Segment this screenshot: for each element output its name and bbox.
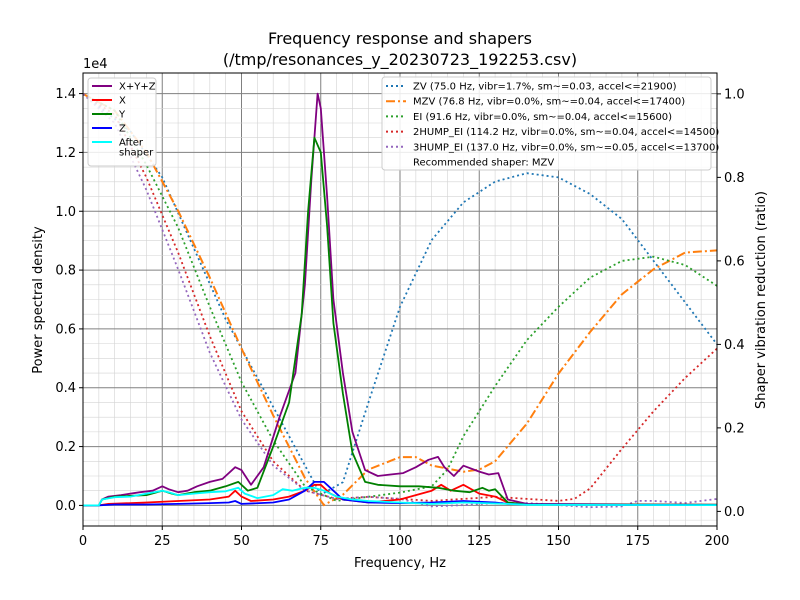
- y2-axis-label: Shaper vibration reduction (ratio): [754, 191, 769, 409]
- x-tick-label: 100: [388, 534, 413, 549]
- x-axis-label: Frequency, Hz: [354, 556, 446, 571]
- legend-psd-label: After: [119, 138, 144, 149]
- legend-psd-label: Y: [118, 110, 126, 121]
- legend-psd-label: X+Y+Z: [119, 82, 156, 93]
- legend-psd-label: Z: [119, 124, 126, 135]
- psd-line-1: [83, 483, 718, 507]
- y2-tick-label: 0.0: [724, 505, 745, 520]
- x-tick-label: 125: [467, 534, 492, 549]
- y-offset-label: 1e4: [83, 57, 108, 72]
- x-tick-label: 75: [312, 534, 329, 549]
- y-tick-label: 0.0: [55, 499, 76, 514]
- y-tick-label: 0.6: [55, 322, 76, 337]
- legend-shaper-label: MZV (76.8 Hz, vibr=0.0%, sm~=0.04, accel…: [413, 97, 685, 108]
- y-tick-label: 1.4: [55, 87, 76, 102]
- y2-tick-label: 0.2: [724, 421, 745, 436]
- y2-tick-label: 0.8: [724, 171, 745, 186]
- legend-shaper-label: ZV (75.0 Hz, vibr=1.7%, sm~=0.03, accel<…: [413, 82, 677, 93]
- y2-tick-label: 1.0: [724, 87, 745, 102]
- legend-shaper-label: EI (91.6 Hz, vibr=0.0%, sm~=0.04, accel<…: [413, 112, 672, 123]
- shaper-line-1: [82, 93, 718, 507]
- legend-shaper-label: 3HUMP_EI (137.0 Hz, vibr=0.0%, sm~=0.05,…: [413, 142, 719, 153]
- shaper-lines: [82, 93, 718, 509]
- legend-shapers: ZV (75.0 Hz, vibr=1.7%, sm~=0.03, accel<…: [381, 76, 719, 171]
- y-tick-label: 0.8: [55, 264, 76, 279]
- x-tick-label: 175: [625, 534, 650, 549]
- psd-line-4: [83, 486, 718, 507]
- chart-title-line1: Frequency response and shapers: [268, 29, 532, 48]
- y-tick-label: 1.2: [55, 146, 76, 161]
- y-axis-label: Power spectral density: [31, 226, 46, 374]
- shaper-line-0: [82, 93, 718, 496]
- legend-psd-label: X: [119, 96, 126, 107]
- x-tick-label: 50: [233, 534, 250, 549]
- y-tick-label: 0.2: [55, 440, 76, 455]
- chart-title-line2: (/tmp/resonances_y_20230723_192253.csv): [223, 50, 577, 70]
- legend-shaper-label: 2HUMP_EI (114.2 Hz, vibr=0.0%, sm~=0.04,…: [413, 127, 719, 138]
- y2-tick-label: 0.4: [724, 338, 745, 353]
- psd-line-3: [83, 481, 718, 507]
- x-tick-label: 0: [79, 534, 87, 549]
- y-tick-label: 0.4: [55, 381, 76, 396]
- shaper-line-2: [82, 93, 718, 502]
- legend-shapers-box: [381, 76, 712, 171]
- x-tick-label: 150: [546, 534, 571, 549]
- y-tick-label: 1.0: [55, 205, 76, 220]
- y2-tick-label: 0.6: [724, 254, 745, 269]
- x-tick-label: 200: [705, 534, 730, 549]
- legend-psd-label: shaper: [119, 148, 154, 159]
- recommended-shaper-note: Recommended shaper: MZV: [413, 158, 554, 169]
- psd-lines: [83, 92, 718, 507]
- shaper-line-3: [82, 93, 718, 502]
- x-tick-label: 25: [154, 534, 171, 549]
- ticks: 0 25 50 75 100 125 150 175 200 0.0 0.2 0.4 0.6 0.8 1.0…: [55, 87, 744, 549]
